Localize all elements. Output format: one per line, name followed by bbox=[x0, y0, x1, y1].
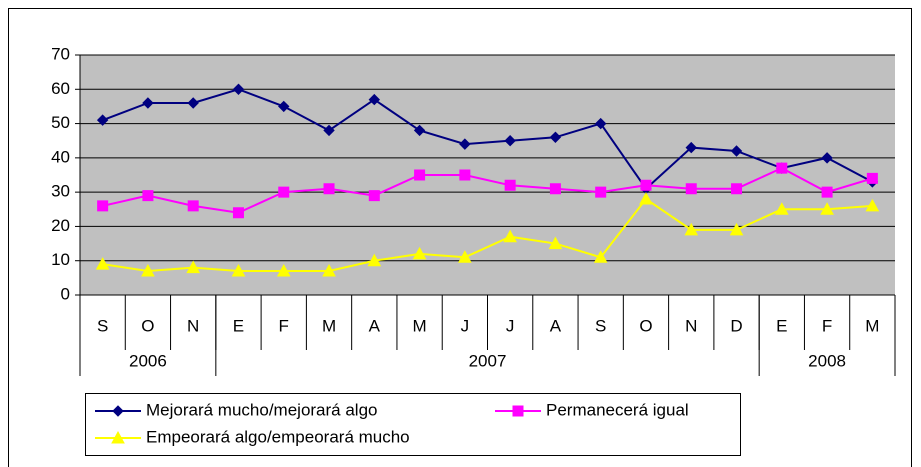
y-tick-label: 20 bbox=[51, 216, 70, 235]
x-tick-label: J bbox=[506, 316, 515, 335]
marker bbox=[142, 97, 154, 109]
marker bbox=[368, 93, 381, 106]
legend-label: Permanecerá igual bbox=[546, 400, 689, 419]
marker bbox=[414, 169, 426, 181]
marker bbox=[503, 229, 517, 243]
x-tick-label: A bbox=[550, 316, 562, 335]
year-label: 2007 bbox=[469, 351, 507, 370]
marker bbox=[866, 172, 878, 184]
marker bbox=[821, 152, 833, 164]
y-tick-label: 40 bbox=[51, 147, 70, 166]
y-tick-label: 50 bbox=[51, 113, 70, 132]
marker bbox=[412, 246, 427, 260]
marker bbox=[684, 222, 699, 236]
y-tick-label: 0 bbox=[61, 284, 70, 303]
x-tick-label: F bbox=[822, 316, 832, 335]
marker bbox=[232, 83, 245, 95]
marker bbox=[186, 260, 201, 274]
x-tick-label: M bbox=[865, 316, 879, 335]
plot-background bbox=[80, 55, 895, 295]
x-tick-label: O bbox=[141, 316, 154, 335]
marker bbox=[549, 131, 562, 143]
marker bbox=[368, 190, 380, 202]
marker bbox=[729, 222, 744, 236]
y-tick-label: 60 bbox=[51, 79, 70, 98]
marker bbox=[595, 186, 607, 198]
marker bbox=[367, 253, 382, 267]
marker bbox=[774, 202, 789, 215]
marker bbox=[639, 191, 653, 205]
marker bbox=[276, 263, 291, 277]
marker bbox=[278, 186, 290, 198]
x-tick-label: E bbox=[776, 316, 787, 335]
x-tick-label: S bbox=[97, 316, 108, 335]
x-tick-label: O bbox=[639, 316, 652, 335]
y-tick-label: 10 bbox=[51, 250, 70, 269]
marker bbox=[685, 183, 697, 195]
marker bbox=[95, 257, 110, 270]
marker bbox=[322, 263, 336, 277]
x-tick-label: M bbox=[412, 316, 426, 335]
marker bbox=[730, 145, 743, 157]
marker bbox=[776, 162, 788, 174]
marker bbox=[685, 141, 697, 154]
year-label: 2006 bbox=[129, 351, 167, 370]
x-tick-label: N bbox=[187, 316, 199, 335]
marker bbox=[512, 405, 524, 417]
marker bbox=[459, 138, 471, 150]
legend-label: Mejorará mucho/mejorará algo bbox=[146, 400, 378, 419]
marker bbox=[504, 179, 516, 191]
x-tick-label: N bbox=[685, 316, 697, 335]
marker bbox=[640, 179, 652, 191]
marker bbox=[141, 263, 155, 277]
marker bbox=[231, 263, 246, 277]
marker bbox=[821, 186, 833, 198]
series-line bbox=[102, 88, 873, 191]
y-tick-label: 70 bbox=[51, 44, 70, 63]
marker bbox=[549, 183, 561, 195]
x-tick-label: E bbox=[233, 316, 244, 335]
x-tick-label: M bbox=[322, 316, 336, 335]
marker bbox=[187, 200, 199, 212]
marker bbox=[731, 183, 743, 195]
marker bbox=[459, 169, 471, 181]
marker bbox=[594, 117, 607, 130]
marker bbox=[323, 124, 335, 137]
marker bbox=[112, 405, 124, 417]
legend-label: Empeorará algo/empeorará mucho bbox=[146, 427, 410, 446]
marker bbox=[504, 135, 516, 147]
x-tick-label: S bbox=[595, 316, 606, 335]
marker bbox=[865, 198, 880, 212]
y-tick-label: 30 bbox=[51, 182, 70, 201]
marker bbox=[97, 200, 109, 212]
marker bbox=[548, 236, 563, 250]
marker bbox=[96, 114, 109, 126]
x-tick-label: J bbox=[461, 316, 470, 335]
x-tick-label: F bbox=[279, 316, 289, 335]
marker bbox=[413, 124, 426, 137]
marker bbox=[593, 250, 608, 263]
marker bbox=[111, 430, 125, 444]
marker bbox=[820, 202, 834, 215]
marker bbox=[142, 190, 154, 202]
marker bbox=[232, 207, 244, 219]
x-tick-label: A bbox=[369, 316, 381, 335]
series-line bbox=[102, 167, 873, 214]
marker bbox=[187, 97, 199, 109]
marker bbox=[278, 100, 290, 113]
series-line bbox=[102, 197, 873, 273]
year-label: 2008 bbox=[808, 351, 846, 370]
marker bbox=[323, 183, 335, 195]
x-tick-label: D bbox=[730, 316, 742, 335]
marker bbox=[458, 250, 472, 263]
legend-box bbox=[85, 393, 741, 456]
